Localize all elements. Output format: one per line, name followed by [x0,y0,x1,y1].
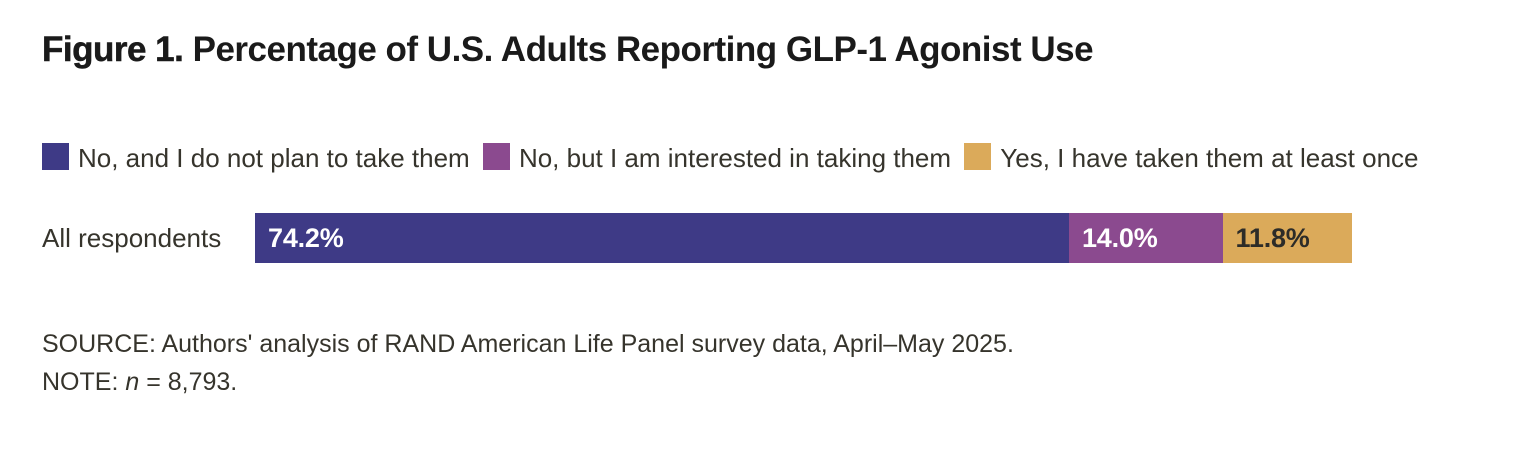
legend-item-interested: No, but I am interested in taking them [482,143,952,173]
bar-segment-no-plan: 74.2% [255,213,1069,263]
note-variable: n [125,368,140,396]
legend: No, and I do not plan to take them No, b… [42,138,1480,178]
note-prefix: NOTE: [42,368,126,396]
legend-label: No, and I do not plan to take them [78,143,470,173]
figure-title: Figure 1. Percentage of U.S. Adults Repo… [42,28,1480,72]
stacked-bar: 74.2% 14.0% 11.8% [255,213,1352,263]
bar-segment-value: 74.2% [268,222,344,253]
figure-footer: SOURCE: Authors' analysis of RAND Americ… [42,325,1480,401]
bar-segment-interested: 14.0% [1068,213,1223,263]
legend-swatch-gold [964,143,992,170]
note-text: NOTE: n = 8,793. [42,363,1480,401]
legend-swatch-indigo [42,143,69,170]
figure-number-label: Figure 1. [42,30,184,70]
legend-label: No, but I am interested in taking them [518,143,952,173]
note-suffix: = 8,793. [139,368,238,396]
bar-segment-have-taken: 11.8% [1222,213,1352,263]
source-text: SOURCE: Authors' analysis of RAND Americ… [42,330,1014,358]
legend-item-have-taken: Yes, I have taken them at least once [964,143,1419,173]
category-label: All respondents [42,222,222,253]
legend-swatch-purple [482,143,510,170]
figure-title-text: Percentage of U.S. Adults Reporting GLP-… [192,30,1094,69]
bar-segment-value: 14.0% [1081,222,1158,253]
legend-item-no-plan: No, and I do not plan to take them [42,143,470,173]
bar-row: All respondents 74.2% 14.0% 11.8% [42,213,1352,263]
legend-label: Yes, I have taken them at least once [1000,143,1419,173]
bar-segment-value: 11.8% [1235,222,1310,253]
